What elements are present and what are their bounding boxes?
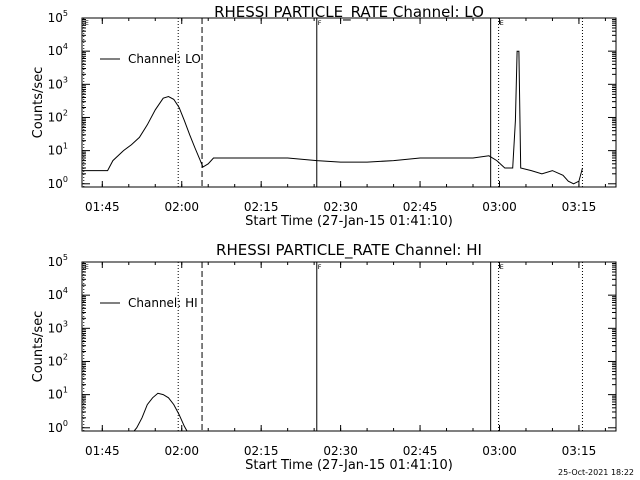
chart-1-x-tick-label: 02:45 bbox=[403, 200, 438, 214]
chart-1: RHESSI PARTICLE_RATE Channel: LO 01:45 02:… bbox=[31, 3, 617, 229]
chart-2-x-tick-label: 03:15 bbox=[562, 444, 597, 458]
generation-timestamp: 25-Oct-2021 18:22 bbox=[558, 468, 634, 477]
chart-1-series-line bbox=[82, 50, 583, 185]
chart-2-y-tick-exponent: 2 bbox=[63, 352, 68, 361]
chart-2-y-tick-label: 104 bbox=[48, 286, 68, 302]
chart-1-marker-label: E bbox=[500, 19, 504, 27]
chart-1-y-tick-label: 100 bbox=[48, 175, 68, 191]
chart-2-y-tick-exponent: 5 bbox=[63, 253, 68, 262]
chart-2-y-tick-exponent: 3 bbox=[63, 319, 68, 328]
chart-2-y-tick-label: 103 bbox=[48, 319, 68, 335]
chart-2-y-tick-label: 101 bbox=[48, 386, 68, 402]
chart-2: RHESSI PARTICLE_RATE Channel: HI 01:45 02:… bbox=[31, 241, 617, 473]
chart-1-title: RHESSI PARTICLE_RATE Channel: LO bbox=[214, 3, 484, 22]
chart-2-y-tick-exponent: 0 bbox=[63, 419, 68, 428]
chart-1-y-tick-exponent: 0 bbox=[63, 175, 68, 184]
chart-2-y-tick-label: 100 bbox=[48, 419, 68, 435]
chart-2-x-tick-label: 02:00 bbox=[164, 444, 199, 458]
chart-2-x-tick-label: 02:45 bbox=[403, 444, 438, 458]
chart-2-x-tick-label: 01:45 bbox=[85, 444, 120, 458]
chart-1-x-axis-label: Start Time (27-Jan-15 01:41:10) bbox=[245, 214, 453, 229]
chart-1-y-tick-exponent: 1 bbox=[63, 142, 68, 151]
chart-2-y-tick-label: 105 bbox=[48, 253, 68, 269]
chart-1-x-tick-label: 02:00 bbox=[164, 200, 199, 214]
chart-1-x-tick-label: 02:30 bbox=[323, 200, 358, 214]
chart-1-y-tick-label: 103 bbox=[48, 75, 68, 91]
chart-2-title: RHESSI PARTICLE_RATE Channel: HI bbox=[216, 241, 482, 260]
chart-1-y-tick-exponent: 5 bbox=[63, 9, 68, 18]
chart-1-y-tick-exponent: 3 bbox=[63, 75, 68, 84]
chart-1-y-tick-label: 101 bbox=[48, 142, 68, 158]
chart-1-y-tick-exponent: 4 bbox=[63, 42, 68, 51]
chart-1-y-tick-label: 102 bbox=[48, 108, 68, 124]
chart-2-x-tick-label: 02:30 bbox=[323, 444, 358, 458]
chart-2-y-tick-exponent: 4 bbox=[63, 286, 68, 295]
chart-2-x-tick-label: 03:00 bbox=[482, 444, 517, 458]
chart-1-x-tick-label: 03:00 bbox=[482, 200, 517, 214]
chart-2-series-line bbox=[133, 392, 188, 431]
chart-2-legend-label: Channel: HI bbox=[128, 296, 198, 310]
chart-1-x-tick-label: 02:15 bbox=[244, 200, 279, 214]
chart-1-legend-label: Channel: LO bbox=[128, 52, 201, 66]
chart-2-plot-frame bbox=[81, 261, 617, 432]
chart-1-plot-frame bbox=[81, 17, 617, 188]
chart-1-y-tick-label: 104 bbox=[48, 42, 68, 58]
chart-2-y-tick-label: 102 bbox=[48, 352, 68, 368]
chart-2-y-axis-label: Counts/sec bbox=[31, 311, 46, 383]
chart-2-marker-label: E bbox=[500, 263, 504, 271]
chart-2-marker-label: F bbox=[318, 263, 322, 271]
chart-1-x-tick-label: 03:15 bbox=[562, 200, 597, 214]
chart-2-marker-label: E bbox=[85, 263, 89, 271]
chart-1-marker-label: E bbox=[85, 19, 89, 27]
chart-1-marker-label: F bbox=[318, 19, 322, 27]
chart-1-x-tick-label: 01:45 bbox=[85, 200, 120, 214]
chart-2-x-tick-label: 02:15 bbox=[244, 444, 279, 458]
chart-1-y-tick-exponent: 2 bbox=[63, 108, 68, 117]
chart-1-y-axis-label: Counts/sec bbox=[31, 67, 46, 139]
chart-1-y-tick-label: 105 bbox=[48, 9, 68, 25]
chart-2-y-tick-exponent: 1 bbox=[63, 386, 68, 395]
chart-2-x-axis-label: Start Time (27-Jan-15 01:41:10) bbox=[245, 458, 453, 473]
